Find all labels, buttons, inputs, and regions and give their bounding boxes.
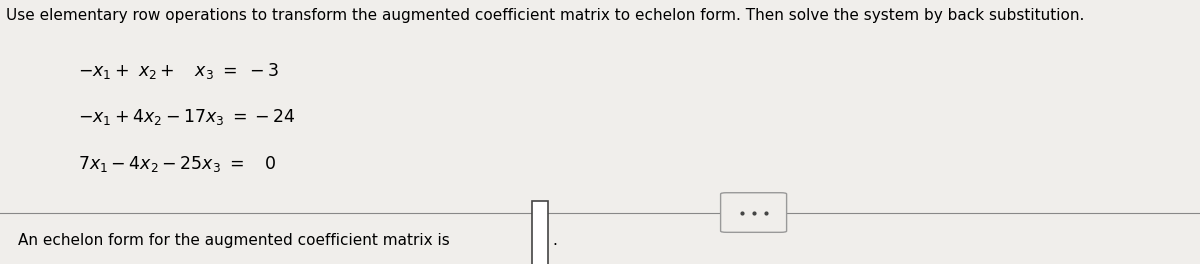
Text: $7x_1 - 4x_2 - 25x_3 \ = \ \ \ 0$: $7x_1 - 4x_2 - 25x_3 \ = \ \ \ 0$ [78, 154, 276, 174]
Text: An echelon form for the augmented coefficient matrix is: An echelon form for the augmented coeffi… [18, 233, 450, 248]
FancyBboxPatch shape [720, 193, 787, 232]
Bar [532, 201, 548, 264]
Text: $-x_1 + 4x_2 - 17x_3 \ = -24$: $-x_1 + 4x_2 - 17x_3 \ = -24$ [78, 107, 295, 128]
Text: .: . [552, 233, 557, 248]
Text: $-x_1 +\ x_2 +\ \ \ x_3 \ = \ -3$: $-x_1 +\ x_2 +\ \ \ x_3 \ = \ -3$ [78, 61, 278, 81]
Text: Use elementary row operations to transform the augmented coefficient matrix to e: Use elementary row operations to transfo… [6, 8, 1085, 23]
